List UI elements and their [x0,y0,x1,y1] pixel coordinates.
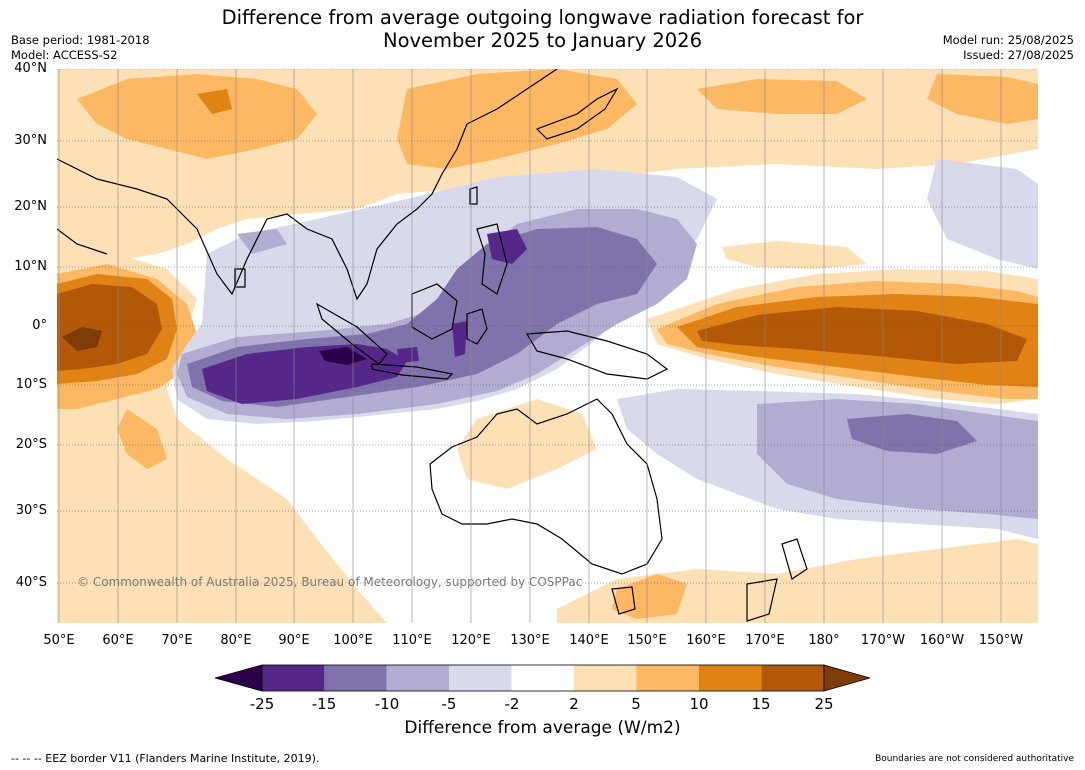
anomaly-over-25-fill [62,327,102,351]
lat-label: 10°N [14,259,47,274]
sulawesi-coastline [466,308,488,345]
coastlines [57,69,808,622]
colorbar-segment [449,665,512,691]
colorbar-tick: 10 [689,695,709,713]
lon-label: 100°E [333,633,373,648]
lat-label: 30°N [14,133,47,148]
colorbar-tick: 2 [569,695,579,713]
olr-anomaly-map: © Commonwealth of Australia 2025, Bureau… [57,69,1038,623]
lon-label: 170°E [745,633,785,648]
lon-label: 50°E [43,633,75,648]
copyright-text: © Commonwealth of Australia 2025, Bureau… [77,575,582,589]
lat-label: 10°S [15,377,47,392]
lon-label: 150°E [627,633,667,648]
arabia-coastline [57,228,108,255]
new-zealand-coastline [746,538,808,622]
anomaly-under-minus-25-fill [319,347,367,365]
colorbar-tick: -5 [441,695,457,713]
lon-label: 170°W [860,633,906,648]
colorbar-tick: 15 [751,695,771,713]
lat-label: 20°S [15,437,47,452]
lon-label: 60°E [102,633,134,648]
lat-label: 30°S [15,503,47,518]
base-period-text: Base period: 1981-2018 [11,33,150,47]
map-title: Difference from average outgoing longwav… [0,6,1085,52]
colorbar [215,664,870,692]
colorbar-segment [386,665,450,691]
new-guinea-coastline [525,330,669,380]
boundaries-disclaimer: Boundaries are not considered authoritat… [875,754,1074,764]
lon-label: 110°E [392,633,432,648]
taiwan-coastline [469,186,478,205]
colorbar-segment [761,665,824,691]
lat-label: 40°S [15,575,47,590]
colorbar-tick: -10 [374,695,400,713]
lon-label: 70°E [161,633,193,648]
colorbar-segment [262,665,325,691]
lon-label: 90°E [278,633,310,648]
lat-label: 0° [32,318,47,333]
left-metadata: Base period: 1981-2018 Model: ACCESS-S2 [11,33,150,63]
japan-coastline [535,87,619,140]
lon-label: 150°W [978,633,1024,648]
lon-label: 160°E [686,633,726,648]
lon-label: 80°E [220,633,252,648]
title-line-1: Difference from average outgoing longwav… [221,6,864,29]
colorbar-segment [511,665,574,691]
colorbar-tick: 25 [814,695,834,713]
issued-text: Issued: 27/08/2025 [963,48,1074,62]
meridians [58,69,1002,623]
colorbar-segment [698,665,762,691]
asia-coastline [57,69,558,301]
lon-label: 120°E [451,633,491,648]
philippines-coastline [476,223,508,295]
tasmania-coastline [611,586,636,615]
lon-label: 180° [808,633,840,648]
colorbar-tick: -15 [311,695,337,713]
model-run-text: Model run: 25/08/2025 [942,33,1074,47]
title-line-2: November 2025 to January 2026 [383,29,702,52]
lon-label: 160°W [919,633,965,648]
colorbar-title: Difference from average (W/m2) [404,718,681,738]
australia-coastline [429,398,663,575]
lon-label: 140°E [569,633,609,648]
lat-label: 40°N [14,61,47,76]
sri-lanka-coastline [234,268,246,288]
model-text: Model: ACCESS-S2 [11,48,118,62]
lon-label: 130°E [510,633,550,648]
colorbar-segment [574,665,637,691]
colorbar-tick: -2 [504,695,520,713]
colorbar-tick: -25 [249,695,275,713]
colorbar-segment [324,665,387,691]
colorbar-under-triangle [215,664,263,692]
lat-label: 20°N [14,199,47,214]
java-coastline [371,363,454,380]
colorbar-tick: 5 [631,695,641,713]
colorbar-segment [636,665,699,691]
eez-border-note: -- -- -- EEZ border V11 (Flanders Marine… [11,752,320,765]
right-metadata: Model run: 25/08/2025 Issued: 27/08/2025 [943,33,1074,63]
colorbar-over-triangle [823,664,870,692]
